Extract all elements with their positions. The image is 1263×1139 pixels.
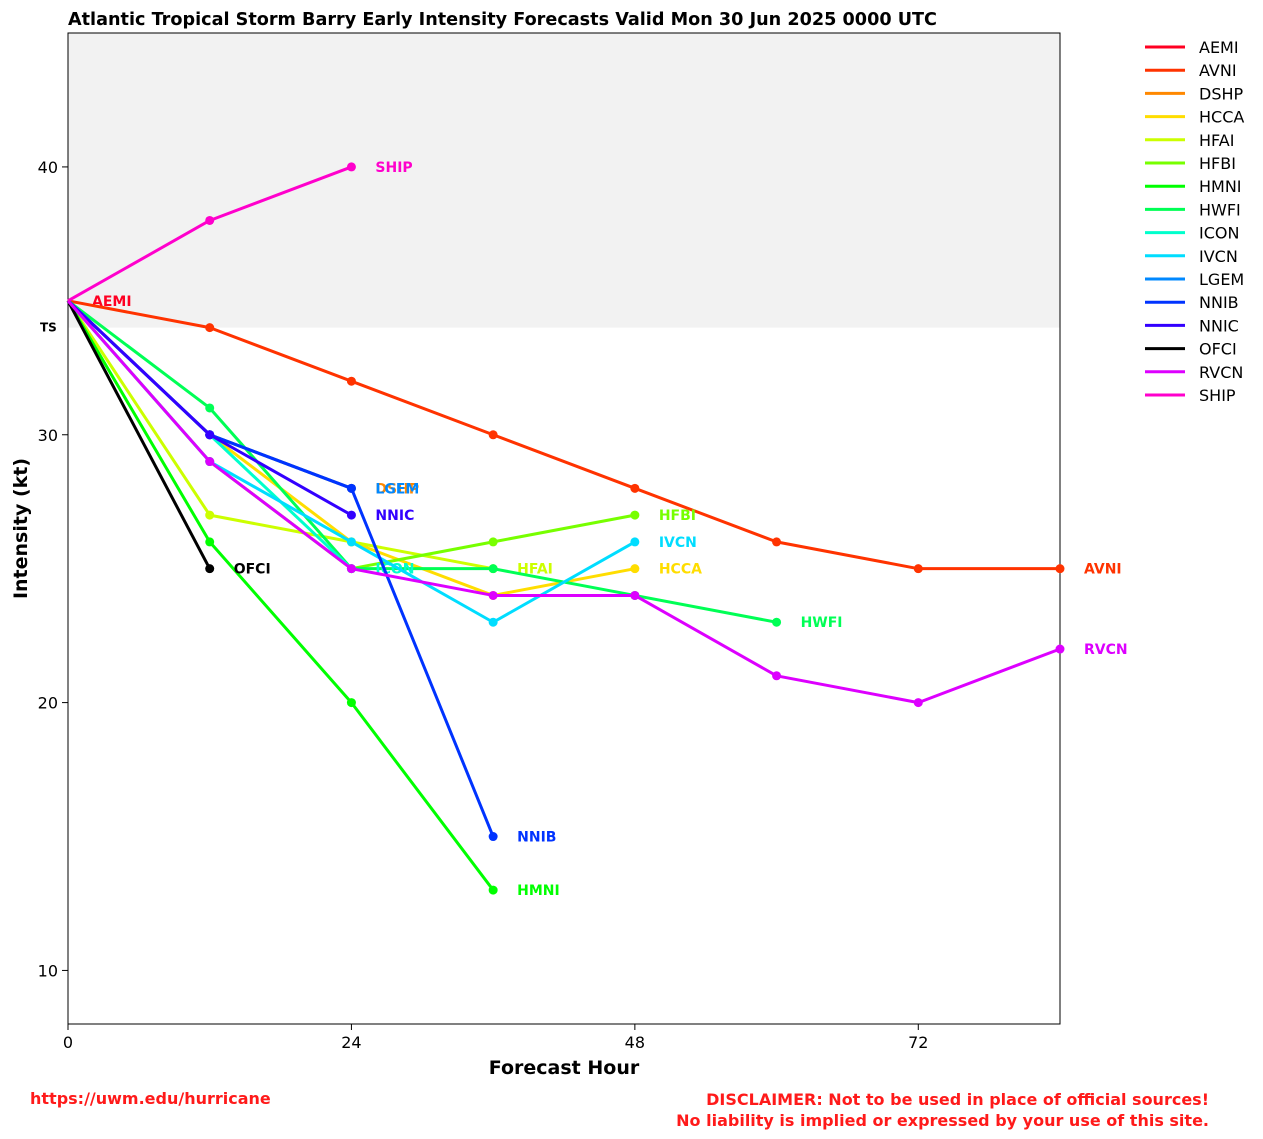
data-point-avni <box>913 564 923 574</box>
data-point-hmni <box>205 537 215 547</box>
series-line-hmni <box>66 300 495 891</box>
data-point-rvcn <box>346 564 356 574</box>
data-point-avni <box>488 430 498 440</box>
data-point-ivcn <box>488 617 498 627</box>
end-label-avni: AVNI <box>1084 562 1122 578</box>
intensity-forecast-chart: TS 0 24 48 72 10 20 30 40 Atlantic Tropical Storm… <box>10 9 1244 1079</box>
end-label-ivcn: IVCN <box>659 535 697 551</box>
series-line-avni <box>67 299 1060 571</box>
y-tick-label: 30 <box>38 426 58 445</box>
legend-label-aemi: AEMI <box>1199 38 1239 57</box>
chart-title: Atlantic Tropical Storm Barry Early Inte… <box>68 9 937 30</box>
data-point-avni <box>772 537 782 547</box>
data-point-nnic <box>205 430 215 440</box>
data-point-hfbi <box>488 537 498 547</box>
end-label-lgem: LGEM <box>375 481 419 497</box>
data-point-rvcn <box>630 590 640 600</box>
end-label-ofci: OFCI <box>234 562 271 578</box>
legend-label-ofci: OFCI <box>1199 340 1237 359</box>
data-point-ship <box>205 215 215 225</box>
disclaimer-line-2: No liability is implied or expressed by … <box>676 1111 1209 1130</box>
end-label-hfbi: HFBI <box>659 508 696 524</box>
data-point-avni <box>346 376 356 386</box>
end-label-dshp: DSHP <box>375 481 419 497</box>
data-point-hmni <box>488 885 498 895</box>
legend-label-icon: ICON <box>1199 224 1239 243</box>
data-point-rvcn <box>913 698 923 708</box>
data-point-hfai <box>205 510 215 520</box>
legend-label-hcca: HCCA <box>1199 108 1244 127</box>
data-point-nnib <box>346 483 356 493</box>
data-point-ofci <box>205 564 215 574</box>
data-point-hwfi <box>205 403 215 413</box>
series-line-hfbi <box>66 299 636 571</box>
x-axis-label: Forecast Hour <box>489 1057 640 1079</box>
x-tick-label: 48 <box>625 1033 645 1052</box>
end-label-nnic: NNIC <box>375 508 414 524</box>
data-point-nnib <box>488 832 498 842</box>
data-point-rvcn <box>772 671 782 681</box>
data-point-rvcn <box>1055 644 1065 654</box>
y-tick-label: 20 <box>38 694 58 713</box>
data-point-avni <box>205 323 215 333</box>
legend-label-ivcn: IVCN <box>1199 247 1238 266</box>
footer-disclaimer: DISCLAIMER: Not to be used in place of o… <box>676 1089 1209 1131</box>
x-tick-label: 0 <box>63 1033 73 1052</box>
data-point-hfbi <box>630 510 640 520</box>
x-tick-label: 24 <box>341 1033 361 1052</box>
legend-label-hwfi: HWFI <box>1199 200 1241 219</box>
legend-label-nnib: NNIB <box>1199 293 1239 312</box>
footer-url: https://uwm.edu/hurricane <box>30 1089 271 1108</box>
data-point-hcca <box>630 564 640 574</box>
legend-label-avni: AVNI <box>1199 61 1237 80</box>
data-point-nnic <box>346 510 356 520</box>
data-point-avni <box>630 483 640 493</box>
data-point-ivcn <box>346 537 356 547</box>
end-label-nnib: NNIB <box>517 830 556 846</box>
series-line-hwfi <box>67 299 777 624</box>
data-point-hwfi <box>772 617 782 627</box>
data-point-hmni <box>346 698 356 708</box>
legend-label-dshp: DSHP <box>1199 84 1244 103</box>
disclaimer-line-1: DISCLAIMER: Not to be used in place of o… <box>706 1090 1209 1109</box>
y-axis-label: Intensity (kt) <box>10 458 32 599</box>
data-point-ivcn <box>630 537 640 547</box>
legend-label-hmni: HMNI <box>1199 177 1242 196</box>
series-line-ofci <box>66 300 212 570</box>
x-tick-label: 72 <box>908 1033 928 1052</box>
series-line-hfai <box>66 300 494 571</box>
end-label-hwfi: HWFI <box>801 615 843 631</box>
legend-label-nnic: NNIC <box>1199 316 1239 335</box>
data-point-rvcn <box>205 457 215 467</box>
ts-threshold-label: TS <box>40 321 57 335</box>
data-point-rvcn <box>488 590 498 600</box>
data-point-hwfi <box>488 564 498 574</box>
legend-label-lgem: LGEM <box>1199 270 1244 289</box>
data-point-ship <box>346 162 356 172</box>
y-tick-label: 10 <box>38 961 58 980</box>
y-tick-label: 40 <box>38 158 58 177</box>
ts-shaded-region <box>68 33 1060 328</box>
end-label-ship: SHIP <box>375 160 412 176</box>
legend-label-ship: SHIP <box>1199 386 1236 405</box>
end-label-rvcn: RVCN <box>1084 642 1128 658</box>
data-point-avni <box>1055 564 1065 574</box>
legend-label-hfbi: HFBI <box>1199 154 1236 173</box>
legend-label-rvcn: RVCN <box>1199 363 1243 382</box>
legend-label-hfai: HFAI <box>1199 131 1234 150</box>
series-line-rvcn <box>66 299 1061 705</box>
plot-frame <box>67 32 1061 1025</box>
end-label-hmni: HMNI <box>517 883 560 899</box>
end-label-hcca: HCCA <box>659 562 702 578</box>
